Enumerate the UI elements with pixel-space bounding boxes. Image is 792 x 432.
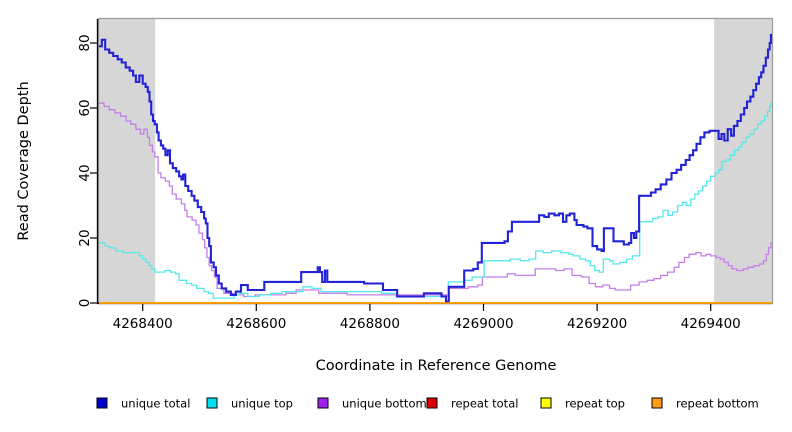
left-repeat-region <box>99 19 156 303</box>
x-tick-label: 4269400 <box>681 316 741 332</box>
x-tick-label: 4268400 <box>113 316 173 332</box>
y-tick-label: 60 <box>77 99 93 116</box>
data-series <box>99 33 772 304</box>
series-line-unique-top <box>99 102 772 299</box>
legend-swatch-repeat-total <box>426 397 438 409</box>
legend-label-unique-total: unique total <box>121 397 190 411</box>
legend-swatch-unique-total <box>96 397 108 409</box>
legend-label-repeat-top: repeat top <box>565 397 625 411</box>
series-line-unique-bottom <box>99 102 772 298</box>
legend-swatch-unique-bottom <box>317 397 329 409</box>
axes <box>90 19 772 311</box>
legend-swatch-repeat-bottom <box>651 397 663 409</box>
y-tick-label: 40 <box>77 164 93 181</box>
legend: unique total unique top unique bottom repea… <box>96 397 759 411</box>
tick-labels: 4268400 4268600 4268800 4269000 4269200 42694… <box>77 34 741 332</box>
y-axis-title: Read Coverage Depth <box>16 81 32 240</box>
x-tick-label: 4269000 <box>453 316 513 332</box>
x-tick-label: 4268800 <box>340 316 400 332</box>
legend-label-repeat-total: repeat total <box>451 397 518 411</box>
y-tick-label: 20 <box>77 229 93 246</box>
legend-label-unique-bottom: unique bottom <box>342 397 427 411</box>
plot-border <box>97 17 774 305</box>
y-tick-label: 0 <box>77 299 93 308</box>
legend-swatch-repeat-top <box>540 397 552 409</box>
legend-label-repeat-bottom: repeat bottom <box>676 397 759 411</box>
legend-label-unique-top: unique top <box>231 397 293 411</box>
series-line-unique-total <box>99 33 772 303</box>
x-tick-label: 4268600 <box>226 316 286 332</box>
plot-box <box>97 17 774 305</box>
x-tick-label: 4269200 <box>567 316 627 332</box>
legend-swatch-unique-top <box>206 397 218 409</box>
axis-titles: Coordinate in Reference Genome Read Cover… <box>16 81 556 374</box>
shaded-repeat-regions <box>99 19 772 303</box>
x-axis-title: Coordinate in Reference Genome <box>316 358 557 374</box>
y-tick-label: 80 <box>77 34 93 51</box>
